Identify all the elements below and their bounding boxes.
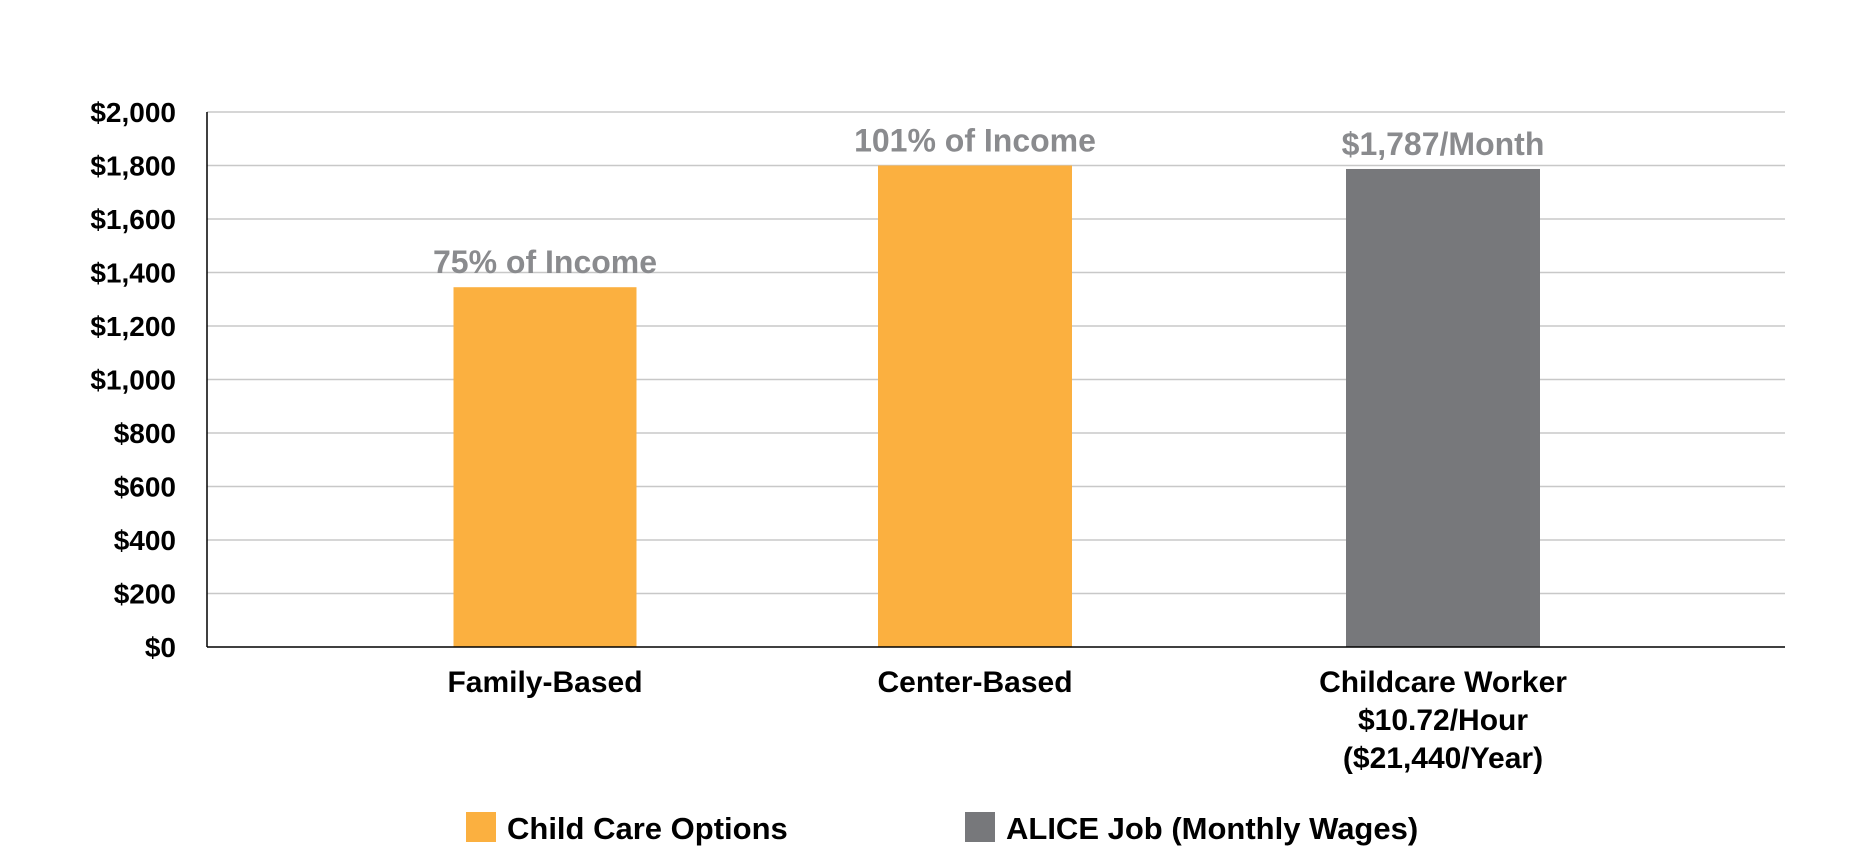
- y-tick-label: $1,000: [90, 365, 176, 396]
- y-tick-label: $0: [145, 632, 176, 663]
- legend-swatch: [466, 812, 496, 842]
- bar: [453, 287, 637, 647]
- data-labels: 75% of Income 101% of Income $1,787/Month: [433, 123, 1544, 281]
- y-axis-tick-labels: $0 $200 $400 $600 $800 $1,000 $1,200 $1,400 $1,6…: [90, 97, 176, 663]
- legend-label: Child Care Options: [507, 811, 788, 846]
- x-category-label: Family-Based: [447, 666, 642, 699]
- y-tick-label: $400: [114, 525, 176, 556]
- data-label: 75% of Income: [433, 244, 657, 280]
- y-tick-label: $1,200: [90, 311, 176, 342]
- y-tick-label: $1,800: [90, 151, 176, 182]
- y-tick-label: $800: [114, 418, 176, 449]
- legend: Child Care Options ALICE Job (Monthly Wag…: [466, 811, 1418, 846]
- legend-swatch: [965, 812, 995, 842]
- bar: [1346, 168, 1540, 648]
- bars: [453, 165, 1540, 648]
- data-label: $1,787/Month: [1342, 126, 1545, 162]
- legend-label: ALICE Job (Monthly Wages): [1006, 811, 1418, 846]
- x-category-label: ($21,440/Year): [1343, 742, 1543, 775]
- y-tick-label: $600: [114, 472, 176, 503]
- data-label: 101% of Income: [854, 123, 1096, 159]
- x-category-label: Center-Based: [877, 666, 1072, 699]
- axes: [206, 112, 1785, 648]
- x-category-label: Childcare Worker: [1319, 666, 1567, 699]
- y-tick-label: $200: [114, 579, 176, 610]
- y-tick-label: $1,600: [90, 204, 176, 235]
- x-category-label: $10.72/Hour: [1358, 704, 1528, 737]
- y-tick-label: $1,400: [90, 258, 176, 289]
- bar: [878, 165, 1072, 647]
- y-tick-label: $2,000: [90, 97, 176, 128]
- x-axis-category-labels: Family-Based Center-Based Childcare Worker…: [447, 666, 1567, 775]
